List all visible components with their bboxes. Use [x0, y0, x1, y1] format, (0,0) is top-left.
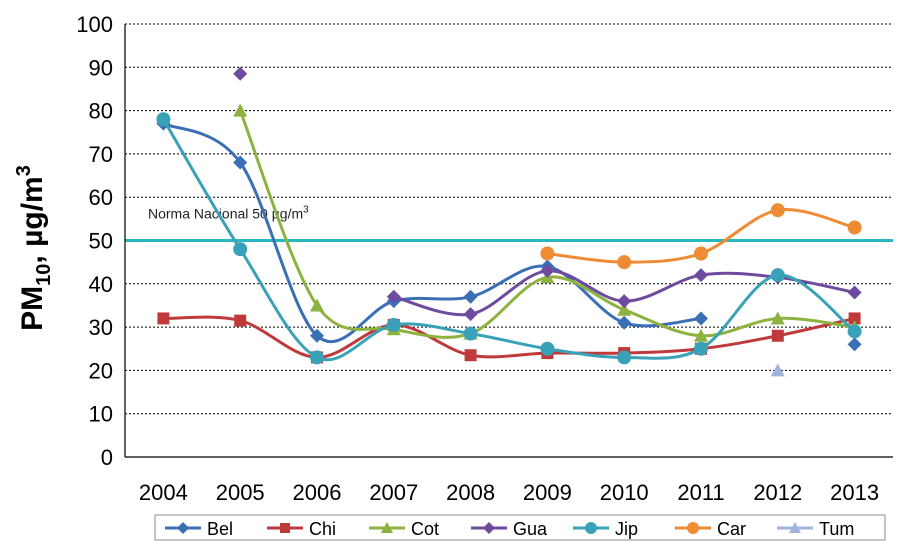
y-tick-label: 10 — [89, 402, 113, 427]
series-line-chi — [163, 315, 855, 359]
x-tick-label: 2010 — [600, 480, 649, 505]
series-line-cot — [238, 110, 855, 339]
x-tick-label: 2005 — [216, 480, 265, 505]
legend-label-jip: Jip — [615, 519, 638, 539]
legend-marker-chi — [280, 523, 290, 533]
series-cot — [233, 103, 862, 342]
x-tick-label: 2006 — [293, 480, 342, 505]
y-tick-label: 0 — [101, 445, 113, 470]
data-point-cot — [694, 328, 708, 342]
data-point-chi — [157, 312, 170, 325]
x-tick-label: 2013 — [830, 480, 879, 505]
legend-label-bel: Bel — [207, 519, 233, 539]
legend-label-chi: Chi — [309, 519, 336, 539]
data-point-gua — [233, 66, 248, 81]
y-tick-label: 40 — [89, 272, 113, 297]
data-point-gua — [847, 285, 862, 300]
reference-line-label: Norma Nacional 50 µg/m3 — [148, 205, 309, 222]
legend-label-tum: Tum — [819, 519, 854, 539]
data-point-jip — [847, 324, 862, 339]
legend: Bel Chi Cot Gua Jip Car Tum — [154, 514, 886, 541]
data-point-jip — [310, 350, 324, 365]
series-chi — [157, 312, 861, 364]
data-point-chi — [464, 349, 477, 362]
x-tick-label: 2004 — [139, 480, 188, 505]
x-tick-label: 2008 — [446, 480, 495, 505]
x-tick-label: 2009 — [523, 480, 572, 505]
data-point-chi — [234, 314, 247, 327]
data-point-gua — [386, 289, 401, 304]
data-point-jip — [386, 317, 401, 332]
data-point-jip — [770, 268, 785, 283]
data-point-car — [617, 255, 632, 270]
data-point-bel — [694, 311, 708, 326]
series-line-bel — [162, 122, 702, 344]
legend-marker-bel — [177, 522, 189, 534]
legend-box — [154, 514, 886, 541]
y-tick-label: 50 — [89, 229, 113, 254]
data-point-bel — [463, 289, 478, 304]
data-point-cot — [770, 311, 785, 325]
data-point-cot — [310, 298, 324, 312]
legend-label-cot: Cot — [411, 519, 439, 539]
y-tick-label: 30 — [89, 315, 113, 340]
data-point-jip — [694, 341, 708, 356]
series-group — [156, 66, 862, 377]
axes: 0 10 20 30 40 50 60 70 80 90 100 2004 2005 2006 2007 20… — [76, 12, 893, 505]
y-tick-label: 70 — [89, 142, 113, 167]
series-line-jip — [162, 118, 856, 362]
y-tick-label: 100 — [76, 12, 113, 37]
data-point-chi — [848, 312, 861, 325]
y-tick-label: 80 — [89, 99, 113, 124]
data-point-jip — [156, 112, 171, 127]
data-point-car — [770, 203, 785, 218]
data-point-bel — [233, 155, 248, 170]
data-point-car — [694, 246, 708, 261]
y-tick-label: 90 — [89, 55, 113, 80]
y-tick-label: 20 — [89, 358, 113, 383]
legend-marker-car — [687, 522, 699, 534]
legend-marker-jip — [585, 522, 597, 534]
legend-label-car: Car — [717, 519, 746, 539]
series-bel — [156, 116, 862, 352]
data-point-jip — [233, 242, 248, 257]
data-point-bel — [617, 315, 632, 330]
data-point-jip — [540, 341, 555, 356]
data-point-gua — [694, 268, 708, 283]
y-axis-label: PM10, µg/m3 — [13, 165, 55, 331]
series-tum — [770, 363, 785, 377]
y-tick-label: 60 — [89, 185, 113, 210]
legend-marker-cot — [381, 522, 393, 533]
data-point-cot — [233, 103, 248, 117]
data-point-gua — [617, 294, 632, 309]
data-point-gua — [463, 307, 478, 322]
x-tick-label: 2007 — [369, 480, 418, 505]
data-point-tum — [770, 363, 785, 377]
data-point-jip — [463, 326, 478, 341]
data-point-cot — [617, 302, 632, 316]
legend-marker-gua — [483, 522, 495, 534]
data-point-car — [847, 220, 862, 235]
legend-marker-tum — [789, 522, 801, 533]
data-point-bel — [847, 337, 862, 352]
series-car — [540, 203, 862, 270]
data-point-gua — [540, 263, 555, 278]
x-tick-label: 2012 — [753, 480, 802, 505]
data-point-bel — [310, 328, 324, 343]
x-tick-label: 2011 — [677, 480, 724, 505]
data-point-car — [540, 246, 555, 261]
legend-label-gua: Gua — [513, 519, 548, 539]
series-jip — [156, 112, 862, 365]
data-point-jip — [617, 350, 632, 365]
data-point-chi — [771, 329, 784, 342]
